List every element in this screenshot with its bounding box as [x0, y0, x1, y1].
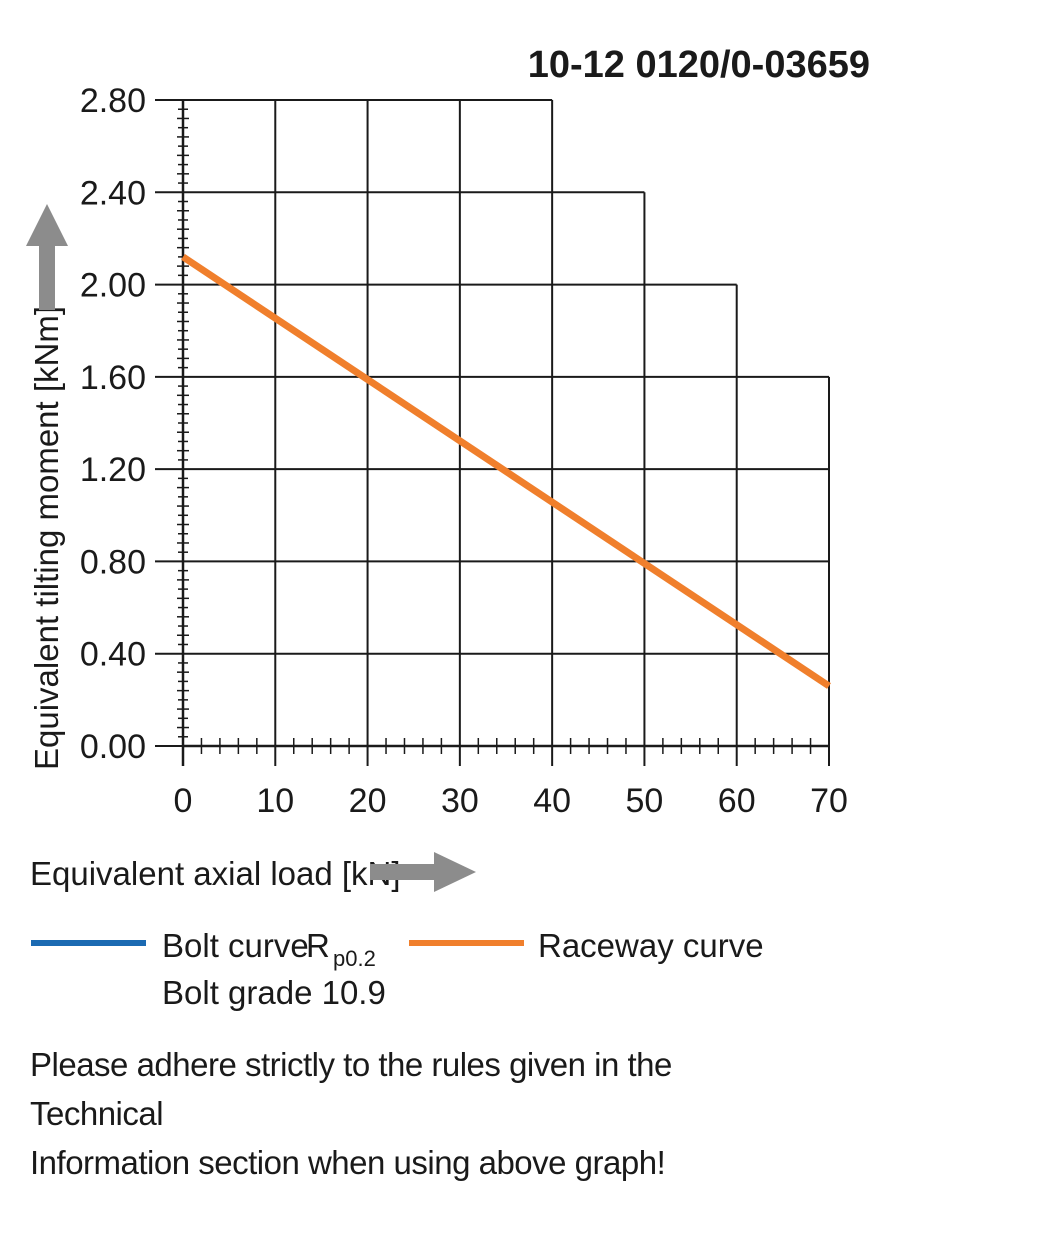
legend-sublabel-bolt-grade: Bolt grade 10.9 — [162, 974, 386, 1011]
y-tick-label: 0.80 — [80, 543, 146, 581]
legend-symbol-bolt-curve: R — [306, 927, 330, 964]
right-arrow-icon — [370, 852, 476, 892]
x-tick-label: 40 — [533, 782, 571, 820]
legend-subscript-bolt-curve: p0.2 — [333, 946, 376, 971]
x-tick-label: 60 — [718, 782, 756, 820]
y-tick-label: 1.20 — [80, 451, 146, 489]
x-tick-label: 30 — [441, 782, 479, 820]
usage-note: Please adhere strictly to the rules give… — [30, 1040, 790, 1187]
y-tick-labels: 0.00 0.40 0.80 1.20 1.60 2.00 2.40 2.80 — [80, 82, 146, 766]
chart-code: 10-12 0120/0-03659 — [528, 44, 870, 86]
y-tick-label: 2.80 — [80, 82, 146, 120]
x-tick-label: 70 — [810, 782, 848, 820]
y-tick-label: 2.40 — [80, 174, 146, 212]
y-axis-label: Equivalent tilting moment [kNm] — [28, 306, 65, 770]
legend: Bolt curve R p0.2 Bolt grade 10.9 Racewa… — [31, 927, 764, 1011]
legend-label-raceway-curve: Raceway curve — [538, 927, 764, 964]
x-tick-label: 10 — [256, 782, 294, 820]
legend-label-bolt-curve: Bolt curve — [162, 927, 309, 964]
x-tick-label: 0 — [174, 782, 193, 820]
x-tick-label: 50 — [626, 782, 664, 820]
grid — [183, 99, 830, 746]
usage-note-line-2: Information section when using above gra… — [30, 1144, 666, 1181]
y-tick-label: 0.40 — [80, 636, 146, 674]
y-tick-label: 1.60 — [80, 359, 146, 397]
x-axis-label: Equivalent axial load [kN] — [30, 855, 401, 892]
x-tick-label: 20 — [349, 782, 387, 820]
axes — [155, 99, 830, 766]
minor-ticks — [177, 108, 812, 754]
series-line-raceway-curve — [181, 253, 831, 689]
usage-note-line-1: Please adhere strictly to the rules give… — [30, 1046, 672, 1132]
x-tick-labels: 0 10 20 30 40 50 60 70 — [174, 782, 848, 820]
up-arrow-icon — [26, 204, 68, 310]
y-tick-label: 2.00 — [80, 267, 146, 305]
series — [181, 253, 831, 689]
y-tick-label: 0.00 — [80, 728, 146, 766]
